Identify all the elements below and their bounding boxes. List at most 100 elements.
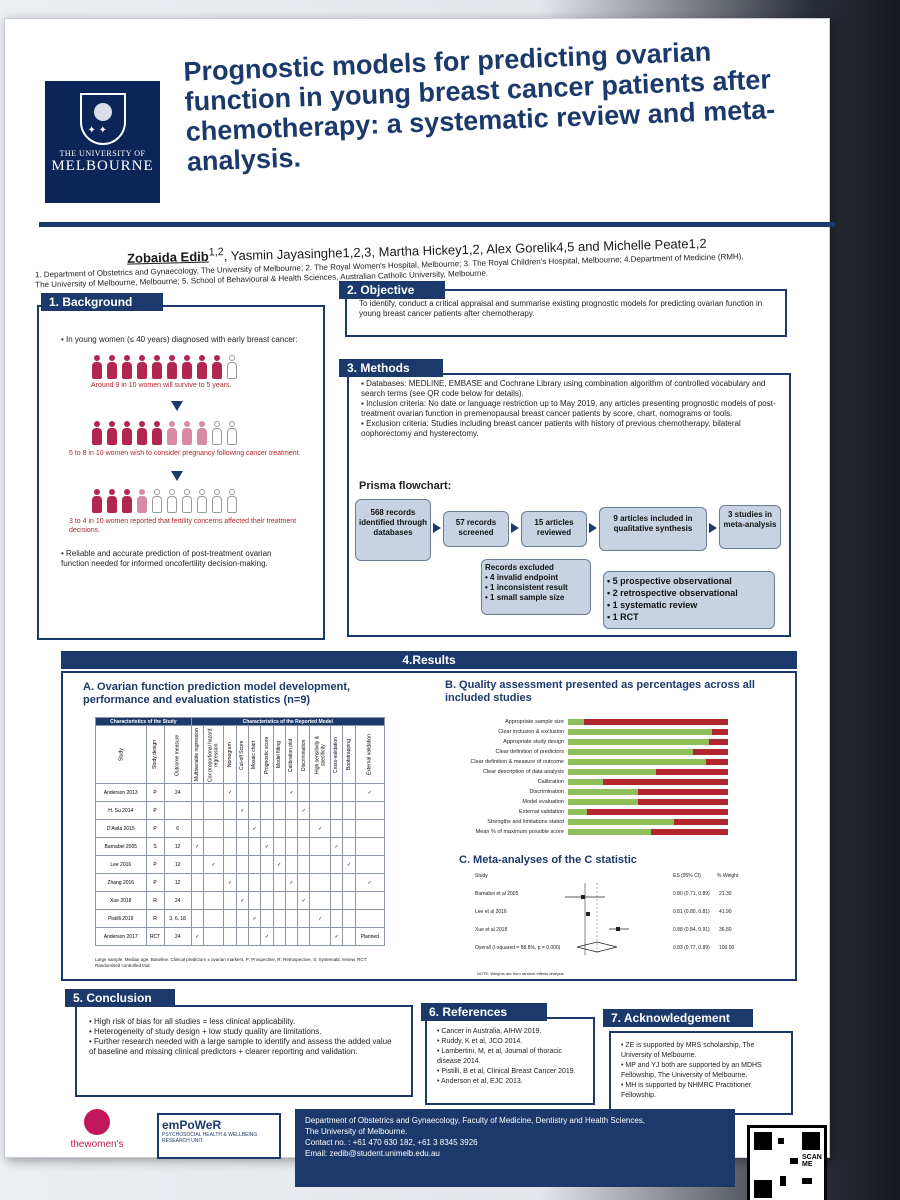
table-cell: Anderson 2013 [95, 783, 147, 802]
table-row: Lee 2016 P 12 ✓ ✓ ✓ [95, 855, 386, 874]
table-cell [235, 819, 249, 838]
table-column-header: Outcome measure [164, 725, 192, 784]
results-heading: 4.Results [61, 651, 797, 669]
table-cell [284, 927, 299, 946]
table-cell [202, 873, 225, 892]
footer-dept: Department of Obstetrics and Gynaecology… [305, 1116, 646, 1125]
prisma-box-screened: 57 records screened [443, 511, 509, 547]
table-cell: Anderson 2017 [95, 927, 147, 946]
quality-bar [568, 759, 728, 765]
table-header-row: Study Study design Outcome measure Multivar… [95, 725, 385, 784]
person-icon [106, 489, 118, 513]
person-icon [181, 355, 193, 379]
table-column-header: External validation [355, 725, 385, 784]
table-cell [260, 783, 274, 802]
person-icon [211, 489, 223, 513]
table-cell [342, 891, 356, 910]
forest-es: 0.88 (0.84, 0.91) [673, 927, 710, 933]
person-icon [151, 489, 163, 513]
conclusion-heading: 5. Conclusion [65, 989, 175, 1007]
table-cell [247, 873, 262, 892]
table-cell [354, 855, 386, 874]
table-cell: P [145, 855, 165, 874]
type-item-text: 1 RCT [612, 612, 639, 622]
title-band [39, 67, 835, 227]
table-cell: ✓ [247, 909, 262, 928]
table-column-header: Bootstrapping [342, 725, 356, 784]
quality-row: Appropriate study design [453, 739, 728, 745]
quality-bar-green [568, 829, 652, 835]
excluded-title: Records excluded [485, 563, 554, 572]
quality-bar-red [673, 819, 728, 825]
quality-label: Clear definition & measure of outcome [470, 759, 564, 765]
table-column-header: High sensitivity & specificity [309, 725, 331, 784]
forest-study-header: Study [475, 873, 488, 879]
prisma-box-excluded: Records excluded • 4 invalid endpoint • … [481, 559, 591, 615]
excluded-item: • 1 inconsistent result [485, 583, 568, 592]
qr-label: SCAN ME [802, 1154, 824, 1168]
table-cell [247, 855, 262, 874]
footer-uni: The University of Melbourne. [305, 1127, 408, 1136]
qr-finder [754, 1132, 772, 1150]
table-cell: H. Su 2014 [95, 801, 147, 820]
empower-logo-text: emPoWeR [162, 1118, 222, 1132]
table-column-header: Cross-validation [330, 725, 343, 784]
forest-point-barnabei [581, 895, 585, 899]
table-cell [297, 819, 311, 838]
ack-text: ZE is supported by MRS scholarship, The … [621, 1042, 755, 1059]
objective-text: To identify, conduct a critical appraisa… [359, 299, 763, 318]
table-column-header: Discrimination [297, 725, 310, 784]
forest-weight-header: % Weight [717, 873, 739, 879]
footer-email[interactable]: Email: zedib@student.unimelb.edu.au [305, 1149, 440, 1158]
table-cell [202, 819, 225, 838]
person-icon [106, 355, 118, 379]
conclusion-bullet-text: Further research needed with a large sam… [89, 1037, 392, 1056]
quality-row: Appropriate sample size [453, 719, 728, 725]
table-cell: ✓ [284, 873, 299, 892]
empower-logo-sub: PSYCHOSOCIAL HEALTH & WELLBEING RESEARCH… [162, 1132, 258, 1144]
womens-logo: thewomen's [59, 1105, 135, 1165]
icon-row-survival [91, 355, 238, 379]
lead-author: Zobaida Edib [126, 248, 209, 266]
logo-line1: THE UNIVERSITY OF [59, 149, 146, 158]
table-cell [202, 801, 225, 820]
model-table: Characteristics of the Study Characteris… [95, 717, 386, 946]
table-cell [309, 891, 331, 910]
table-cell: 3, 6, 18 [163, 909, 192, 928]
quality-bar [568, 769, 728, 775]
quality-bar-red [656, 769, 728, 775]
quality-bar-red [705, 759, 728, 765]
table-row: Pistilli 2019 R 3, 6, 18 ✓ ✓ [95, 909, 386, 928]
womens-logo-text: thewomen's [70, 1139, 124, 1150]
table-cell [329, 801, 344, 820]
forest-study: Lee et al 2016 [475, 909, 507, 915]
empower-logo: emPoWeR PSYCHOSOCIAL HEALTH & WELLBEING … [157, 1113, 281, 1159]
quality-bar [568, 819, 728, 825]
table-cell [235, 909, 249, 928]
qr-finder [802, 1132, 820, 1150]
forest-weight: 41.90 [719, 909, 732, 915]
table-cell [235, 855, 249, 874]
quality-bar-red [708, 739, 728, 745]
table-cell: ✓ [235, 801, 249, 820]
ack-item: • MH is supported by NHMRC Practitioner … [621, 1082, 752, 1099]
table-cell [223, 891, 237, 910]
table-cell [342, 909, 356, 928]
quality-bar-green [568, 819, 674, 825]
reference-text: Ruddy, K et al, JCO 2014. [441, 1038, 523, 1045]
quality-bar-green [568, 799, 639, 805]
table-cell: ✓ [297, 801, 311, 820]
table-cell [329, 855, 344, 874]
table-group-header: Characteristics of the Reported Model [190, 717, 386, 726]
results-a-title: A. Ovarian function prediction model dev… [83, 681, 351, 706]
qr-code[interactable]: SCAN ME [747, 1125, 827, 1200]
poster-title: Prognostic models for predicting ovarian… [182, 36, 776, 177]
quality-bar [568, 799, 728, 805]
person-icon [151, 421, 163, 445]
table-cell [202, 891, 225, 910]
methods-bullet-text: Exclusion criteria: Studies including br… [361, 419, 741, 438]
quality-bar [568, 719, 728, 725]
table-cell [190, 909, 204, 928]
table-cell [342, 873, 356, 892]
type-item-text: 2 retrospective observational [612, 588, 738, 598]
